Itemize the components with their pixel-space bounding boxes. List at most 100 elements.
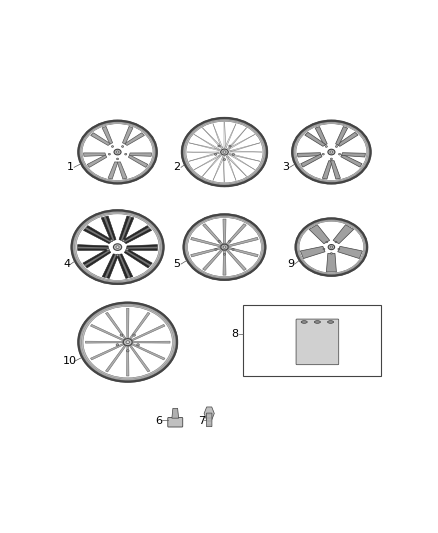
Polygon shape (333, 225, 353, 244)
Polygon shape (203, 249, 223, 270)
Polygon shape (102, 126, 113, 144)
Ellipse shape (110, 239, 113, 241)
Polygon shape (336, 126, 348, 146)
Ellipse shape (121, 146, 124, 147)
Text: 6: 6 (155, 416, 162, 426)
Polygon shape (121, 216, 131, 241)
Polygon shape (117, 254, 133, 278)
Polygon shape (342, 153, 365, 157)
Ellipse shape (126, 341, 130, 344)
Polygon shape (124, 248, 152, 268)
Ellipse shape (107, 248, 109, 251)
Ellipse shape (330, 151, 333, 153)
Ellipse shape (133, 334, 135, 336)
Ellipse shape (223, 246, 226, 248)
Text: 10: 10 (63, 357, 77, 367)
Polygon shape (204, 407, 214, 420)
Polygon shape (191, 237, 221, 247)
Bar (243, 305, 381, 376)
Ellipse shape (187, 122, 262, 182)
Ellipse shape (108, 154, 110, 155)
Polygon shape (300, 246, 325, 259)
Polygon shape (223, 251, 226, 275)
Ellipse shape (116, 151, 119, 153)
Polygon shape (226, 249, 246, 270)
Ellipse shape (126, 248, 128, 251)
Polygon shape (129, 153, 152, 156)
Polygon shape (126, 245, 158, 251)
Polygon shape (123, 126, 133, 144)
Polygon shape (305, 132, 325, 147)
Polygon shape (83, 248, 111, 268)
Ellipse shape (137, 344, 139, 346)
Ellipse shape (325, 146, 328, 147)
Polygon shape (223, 219, 226, 244)
Polygon shape (341, 154, 362, 167)
Polygon shape (326, 253, 336, 272)
Polygon shape (228, 237, 258, 247)
Polygon shape (85, 227, 112, 243)
Ellipse shape (122, 239, 125, 241)
Polygon shape (131, 343, 165, 360)
FancyBboxPatch shape (168, 417, 183, 427)
Ellipse shape (116, 254, 119, 256)
Polygon shape (191, 247, 221, 257)
Polygon shape (108, 162, 118, 179)
Ellipse shape (223, 151, 226, 154)
Polygon shape (203, 224, 223, 245)
Text: 7: 7 (198, 416, 205, 426)
Polygon shape (118, 254, 131, 278)
Ellipse shape (83, 124, 152, 180)
Ellipse shape (330, 158, 332, 160)
Polygon shape (85, 250, 110, 266)
Ellipse shape (301, 321, 307, 324)
Ellipse shape (116, 344, 119, 346)
Polygon shape (85, 341, 123, 343)
Ellipse shape (328, 149, 335, 155)
Polygon shape (104, 216, 114, 241)
Ellipse shape (330, 253, 332, 254)
Polygon shape (129, 312, 150, 339)
Ellipse shape (326, 241, 328, 243)
Ellipse shape (111, 146, 113, 147)
Ellipse shape (322, 154, 324, 155)
Ellipse shape (335, 241, 337, 243)
Polygon shape (91, 325, 124, 341)
Polygon shape (331, 160, 340, 179)
Ellipse shape (328, 245, 335, 249)
Ellipse shape (338, 248, 340, 250)
Ellipse shape (330, 246, 333, 248)
Ellipse shape (84, 307, 172, 377)
Ellipse shape (125, 154, 127, 155)
Ellipse shape (215, 248, 217, 250)
Ellipse shape (114, 149, 121, 155)
Polygon shape (78, 303, 177, 382)
Polygon shape (106, 345, 126, 372)
Ellipse shape (223, 253, 226, 255)
Text: 4: 4 (63, 259, 70, 269)
Polygon shape (72, 211, 163, 284)
Polygon shape (226, 224, 246, 245)
Polygon shape (105, 254, 117, 278)
Polygon shape (78, 245, 109, 251)
Polygon shape (83, 225, 113, 244)
Text: 9: 9 (287, 259, 294, 269)
Ellipse shape (77, 214, 158, 280)
Ellipse shape (232, 154, 234, 155)
Text: 2: 2 (173, 163, 180, 172)
Ellipse shape (314, 321, 321, 324)
Polygon shape (127, 308, 129, 338)
Polygon shape (78, 247, 109, 249)
Polygon shape (293, 121, 371, 183)
Polygon shape (296, 219, 367, 276)
Polygon shape (122, 225, 152, 244)
Polygon shape (133, 341, 170, 343)
Text: 1: 1 (67, 163, 74, 172)
Polygon shape (127, 346, 129, 376)
Polygon shape (228, 247, 258, 257)
Polygon shape (119, 216, 134, 241)
Ellipse shape (120, 334, 123, 336)
Ellipse shape (116, 246, 119, 248)
Polygon shape (129, 345, 150, 372)
Polygon shape (337, 132, 358, 147)
